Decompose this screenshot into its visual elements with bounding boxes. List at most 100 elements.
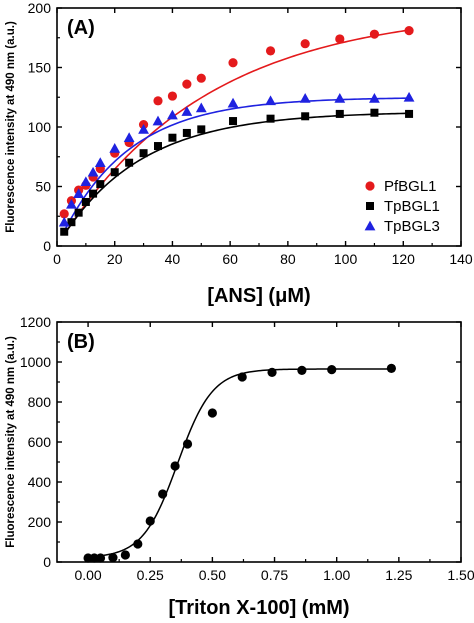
y-tick-label: 100 xyxy=(28,119,52,135)
plot-frame xyxy=(56,321,462,563)
data-point-tpbgl3 xyxy=(66,198,77,209)
y-tick-label: 600 xyxy=(28,434,52,450)
data-point-pfbgl1 xyxy=(335,34,345,44)
data-point-tpbgl1 xyxy=(154,142,162,151)
data-point-tpbgl1 xyxy=(81,197,90,206)
data-point-tpbgl1 xyxy=(125,158,134,167)
y-tick-label: 0 xyxy=(43,554,51,570)
data-point-tpbgl1 xyxy=(197,125,206,134)
data-point-tpbgl3 xyxy=(403,91,415,102)
data-point-tpbgl3 xyxy=(227,97,239,108)
data-point-tpbgl3 xyxy=(58,216,70,227)
data-point-triton xyxy=(133,539,143,549)
x-tick-label: 80 xyxy=(280,251,296,267)
data-point-triton xyxy=(267,367,277,377)
data-point-pfbgl1 xyxy=(228,58,238,68)
data-point-pfbgl1 xyxy=(404,26,414,36)
data-point-tpbgl1 xyxy=(370,108,379,117)
y-tick-label: 1000 xyxy=(20,354,51,370)
data-point-tpbgl1 xyxy=(139,149,148,158)
x-tick-label: 100 xyxy=(334,251,358,267)
y-tick-label: 1200 xyxy=(20,314,51,330)
x-tick-label: 0.75 xyxy=(261,567,288,583)
x-tick-label: 140 xyxy=(449,251,473,267)
data-point-triton xyxy=(297,365,307,375)
x-axis-title: [Triton X-100] (mM) xyxy=(168,597,349,619)
data-point-tpbgl1 xyxy=(67,218,76,227)
data-point-triton xyxy=(170,461,180,471)
panel-a-chart: 0 50 100 150 200 0 20 40 60 80 100 120 140 [ANS] (μM)… xyxy=(5,0,473,307)
data-point-pfbgl1 xyxy=(182,79,192,89)
data-point-triton xyxy=(386,363,396,373)
data-point-tpbgl3 xyxy=(369,93,380,103)
panel-label: (B) xyxy=(67,331,95,353)
x-tick-label: 20 xyxy=(107,251,123,267)
data-point-tpbgl1 xyxy=(168,133,177,142)
data-point-tpbgl1 xyxy=(60,227,69,236)
data-point-pfbgl1 xyxy=(265,46,276,56)
y-tick-label: 800 xyxy=(28,394,52,410)
data-point-triton xyxy=(145,516,155,526)
data-point-pfbgl1 xyxy=(167,91,178,101)
data-point-tpbgl1 xyxy=(335,109,344,118)
data-point-triton xyxy=(108,553,118,563)
data-point-pfbgl1 xyxy=(153,96,163,106)
y-tick-label: 200 xyxy=(28,0,52,16)
x-tick-label: 0.25 xyxy=(137,567,164,583)
legend-marker-tpbgl1 xyxy=(366,202,374,210)
y-tick-label: 50 xyxy=(35,179,51,195)
data-point-tpbgl3 xyxy=(334,93,346,103)
data-point-tpbgl1 xyxy=(96,180,105,189)
x-axis-title: [ANS] (μM) xyxy=(207,285,310,307)
y-tick-label: 150 xyxy=(28,60,52,76)
data-point-pfbgl1 xyxy=(369,29,380,39)
data-point-tpbgl1 xyxy=(229,117,238,126)
fit-curve-2 xyxy=(63,97,410,232)
data-point-tpbgl1 xyxy=(182,128,191,137)
data-point-tpbgl3 xyxy=(299,93,311,103)
fit-curve-sigmoid xyxy=(88,368,392,558)
data-point-pfbgl1 xyxy=(196,73,206,83)
data-point-triton xyxy=(120,550,130,560)
legend-label-pfbgl1: PfBGL1 xyxy=(384,178,437,195)
legend-marker-pfbgl1 xyxy=(365,181,375,191)
legend-label-tpbgl1: TpBGL1 xyxy=(384,198,440,215)
data-point-tpbgl3 xyxy=(181,106,193,116)
panel-b-chart: 0 200 400 600 800 1000 1200 0.00 0.25 0.50 0.75 1.0… xyxy=(5,314,474,619)
data-point-tpbgl1 xyxy=(74,208,83,217)
data-point-tpbgl1 xyxy=(89,189,98,198)
data-point-pfbgl1 xyxy=(300,39,310,49)
data-point-tpbgl3 xyxy=(73,188,85,198)
panel-label: (A) xyxy=(67,17,95,39)
data-point-triton xyxy=(237,372,247,382)
data-point-tpbgl1 xyxy=(110,168,119,177)
data-point-tpbgl3 xyxy=(265,95,276,106)
data-point-tpbgl3 xyxy=(167,109,178,120)
data-point-tpbgl3 xyxy=(80,176,92,187)
x-tick-label: 1.25 xyxy=(385,567,412,583)
x-tick-label: 120 xyxy=(392,251,416,267)
x-tick-label: 0 xyxy=(53,251,61,267)
y-tick-label: 200 xyxy=(28,514,52,530)
legend-label-tpbgl3: TpBGL3 xyxy=(384,218,440,235)
data-point-triton xyxy=(327,365,337,375)
x-tick-label: 0.00 xyxy=(74,567,101,583)
data-point-tpbgl3 xyxy=(138,123,149,134)
data-point-tpbgl3 xyxy=(123,132,135,143)
data-point-triton xyxy=(182,439,193,449)
data-point-triton xyxy=(95,553,106,563)
y-axis-title: Fluorescence intensity at 490 nm (a.u.) xyxy=(5,336,17,548)
fit-curve-0 xyxy=(63,29,410,236)
data-point-tpbgl1 xyxy=(266,114,275,123)
data-point-triton xyxy=(158,489,168,499)
data-point-tpbgl3 xyxy=(195,102,207,113)
data-point-tpbgl3 xyxy=(94,157,106,168)
data-point-triton xyxy=(207,408,217,418)
x-tick-label: 1.00 xyxy=(323,567,350,583)
fit-curve-1 xyxy=(63,112,410,236)
x-tick-label: 1.50 xyxy=(447,567,474,583)
y-tick-label: 400 xyxy=(28,474,52,490)
data-point-pfbgl1 xyxy=(59,209,69,219)
legend-marker-tpbgl3 xyxy=(364,220,376,231)
